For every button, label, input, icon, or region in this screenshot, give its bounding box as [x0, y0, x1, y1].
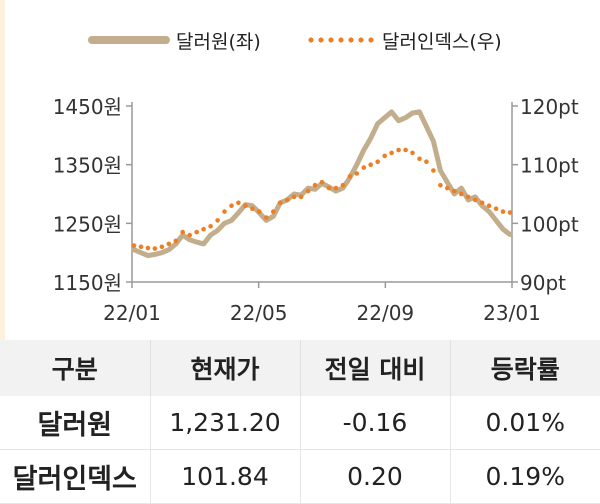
dxy-data-point [145, 245, 151, 251]
dxy-data-point [472, 197, 478, 203]
table-header-cell: 등락률 [450, 340, 600, 396]
legend-dot-swatch [306, 37, 376, 43]
dxy-data-point [354, 171, 360, 176]
dxy-data-point [417, 156, 422, 162]
dxy-data-point [277, 200, 283, 206]
dxy-data-point [410, 150, 415, 156]
right-axis-tick-label: 90pt [520, 271, 566, 295]
dxy-data-point [201, 226, 206, 232]
right-axis-tick-label: 110pt [520, 154, 579, 178]
dxy-data-point [424, 159, 429, 164]
dxy-data-point [347, 174, 353, 179]
left-axis-tick-label: 1450원 [53, 95, 122, 119]
table-cell-change: -0.16 [300, 396, 451, 450]
dxy-data-point [298, 194, 304, 200]
dxy-data-point [333, 185, 339, 191]
dxy-data-point [465, 194, 471, 200]
legend-line-swatch [88, 36, 170, 44]
dxy-data-point [152, 246, 158, 251]
dxy-data-point [375, 159, 381, 164]
dxy-data-point [500, 209, 506, 214]
dxy-data-point [438, 182, 443, 188]
dxy-data-point [236, 200, 241, 206]
dxy-data-point [326, 185, 332, 191]
dxy-data-point [368, 162, 374, 167]
table-header-cell: 구분 [0, 340, 151, 396]
dxy-data-point [493, 206, 499, 211]
legend-label-dxy: 달러인덱스(우) [382, 30, 502, 53]
x-axis-tick-label: 22/09 [357, 301, 415, 325]
line-chart: 1450원 1350원 1250원 1150원 120pt 110pt 100pt 90pt 2… [53, 95, 579, 325]
dxy-data-point [229, 203, 234, 208]
dxy-data-point [319, 180, 325, 185]
dxy-data-point [271, 209, 276, 214]
dxy-data-point [403, 147, 408, 153]
dxy-data-point [361, 165, 367, 170]
dxy-data-point [208, 224, 213, 229]
left-axis-tick-label: 1150원 [53, 271, 122, 295]
dxy-data-point [396, 147, 401, 153]
table-cell-rate: 0.01% [450, 396, 600, 450]
table-cell-change: 0.20 [300, 449, 451, 504]
x-axis-tick-label: 23/01 [483, 301, 541, 325]
dxy-data-point [507, 210, 513, 215]
quote-table: 구분 현재가 전일 대비 등락률 달러원 1,231.20 -0.16 0.01… [0, 340, 600, 504]
right-axis-tick-label: 120pt [520, 95, 579, 119]
dxy-data-point [222, 209, 227, 214]
table-cell-price: 101.84 [150, 449, 301, 504]
dxy-data-point [215, 218, 220, 223]
dxy-data-point [382, 153, 388, 159]
dxy-data-point [291, 194, 297, 200]
left-accent-stripe [0, 0, 5, 340]
table-cell-name: 달러원 [0, 396, 151, 450]
table-header-cell: 현재가 [150, 340, 301, 396]
legend-item-dxy: 달러인덱스(우) [306, 20, 502, 60]
dxy-data-point [305, 188, 311, 194]
dxy-data-point [479, 200, 485, 206]
dxy-data-point [257, 209, 262, 214]
legend-item-usdkrw: 달러원(좌) [88, 20, 261, 60]
dxy-data-point [284, 197, 290, 203]
table-cell-rate: 0.19% [450, 449, 600, 504]
dxy-data-point [138, 244, 144, 250]
dxy-data-point [452, 188, 457, 194]
dxy-data-point [187, 232, 192, 238]
left-axis-tick-label: 1250원 [53, 212, 122, 236]
dxy-data-point [194, 229, 199, 235]
dxy-data-point [312, 182, 318, 188]
table-cell-name: 달러인덱스 [0, 449, 151, 504]
table-cell-price: 1,231.20 [150, 396, 301, 450]
dxy-data-point [180, 229, 185, 235]
dxy-data-point [250, 206, 255, 211]
dxy-data-point [486, 203, 492, 208]
dxy-data-point [389, 150, 394, 156]
table-row: 달러원 1,231.20 -0.16 0.01% [0, 396, 600, 450]
x-axis-tick-label: 22/05 [230, 301, 288, 325]
x-axis-tick-label: 22/01 [103, 301, 161, 325]
table-header-row: 구분 현재가 전일 대비 등락률 [0, 340, 600, 396]
left-axis-tick-label: 1350원 [53, 154, 122, 178]
dxy-data-point [431, 168, 436, 173]
table-row: 달러인덱스 101.84 0.20 0.19% [0, 449, 600, 504]
dxy-data-point [166, 241, 172, 247]
dxy-data-point [459, 191, 464, 197]
dxy-data-point [159, 244, 165, 250]
legend-label-usdkrw: 달러원(좌) [176, 30, 261, 53]
dxy-data-point [173, 238, 179, 244]
dxy-data-point [445, 185, 450, 191]
dxy-data-point [131, 243, 137, 248]
right-axis-tick-label: 100pt [520, 212, 579, 236]
series-dxy-points [131, 147, 513, 251]
dxy-data-point [340, 182, 346, 188]
dxy-data-point [243, 203, 248, 208]
chart-legend: 달러원(좌) 달러인덱스(우) [0, 20, 600, 60]
dxy-data-point [264, 215, 269, 220]
table-header-cell: 전일 대비 [300, 340, 451, 396]
